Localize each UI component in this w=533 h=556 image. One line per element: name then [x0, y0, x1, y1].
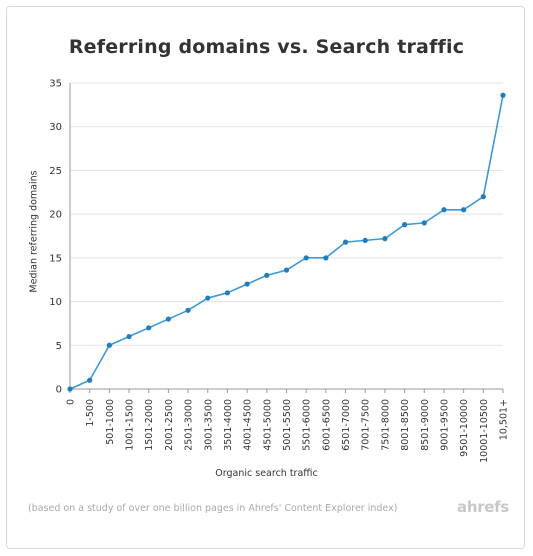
data-point [480, 194, 486, 200]
data-point [224, 290, 231, 296]
x-tick-label: 7001-7500 [361, 399, 372, 451]
data-point [362, 237, 368, 243]
x-tick-label: 7501-8000 [380, 399, 391, 451]
ahrefs-logo: ahrefs [457, 498, 510, 516]
y-tick-label: 5 [56, 341, 62, 352]
y-tick-label: 10 [49, 297, 62, 308]
x-tick-label: 5001-5500 [282, 399, 293, 451]
x-tick-label: 5501-6000 [302, 399, 313, 451]
x-tick-label: 9001-9500 [439, 399, 450, 451]
data-point [146, 325, 152, 331]
y-tick-label: 35 [49, 79, 62, 90]
data-point [382, 236, 388, 242]
data-point [342, 239, 349, 245]
x-tick-label: 2001-2500 [164, 399, 175, 451]
x-tick-label: 9501-10000 [459, 399, 470, 457]
y-tick-label: 0 [56, 385, 62, 396]
x-tick-label: 501-1000 [105, 399, 116, 445]
data-point [205, 295, 211, 301]
chart-title: Referring domains vs. Search traffic [68, 36, 465, 58]
data-point [126, 333, 132, 340]
x-tick-label: 6501-7000 [341, 399, 352, 451]
data-point [461, 207, 467, 213]
x-tick-label: 4501-5000 [262, 399, 273, 451]
x-tick-label: 8501-9000 [420, 399, 431, 451]
data-point [500, 92, 506, 98]
data-point [87, 377, 93, 383]
x-tick-label: 4001-4500 [243, 399, 254, 451]
x-tick-label: 2501-3000 [184, 399, 195, 451]
footer-note: (based on a study of over one billion pa… [28, 503, 398, 514]
data-point [67, 386, 73, 392]
x-tick-label: 10001-10500 [479, 399, 490, 463]
data-point [323, 255, 329, 261]
x-tick-label: 3001-3500 [203, 399, 214, 451]
y-tick-label: 20 [49, 210, 62, 221]
y-tick-label: 25 [49, 166, 62, 177]
x-tick-label: 1001-1500 [125, 399, 136, 451]
x-tick-label: 1501-2000 [144, 399, 155, 451]
data-point [165, 316, 172, 322]
data-point [441, 207, 447, 213]
x-tick-label: 1-500 [85, 399, 96, 427]
data-point [264, 272, 270, 278]
data-point [401, 222, 408, 228]
data-point [185, 307, 191, 313]
data-point [244, 281, 250, 287]
x-tick-label: 0 [66, 399, 77, 405]
x-tick-label: 6001-6500 [321, 399, 332, 451]
data-point [421, 220, 427, 226]
data-point [283, 267, 290, 273]
y-tick-label: 15 [49, 253, 62, 264]
x-tick-label: 3501-4000 [223, 399, 234, 451]
data-point [106, 342, 112, 348]
x-tick-label: 8001-8500 [400, 399, 411, 451]
data-point [303, 255, 309, 261]
x-tick-label: 10,501+ [499, 399, 510, 440]
y-axis-label: Median referring domains [28, 170, 40, 293]
y-tick-label: 30 [49, 122, 62, 133]
x-axis-label: Organic search traffic [215, 468, 318, 479]
